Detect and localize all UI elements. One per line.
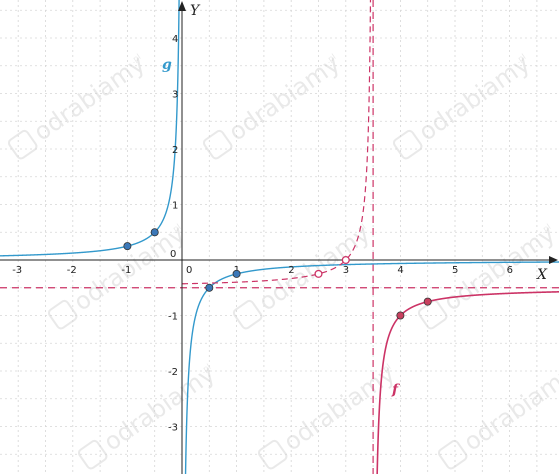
y-tick-label: 3 xyxy=(172,90,178,101)
data-point xyxy=(396,311,405,320)
watermark-logo xyxy=(392,129,423,160)
data-point xyxy=(150,228,159,237)
watermark-logo xyxy=(202,129,233,160)
data-point xyxy=(123,242,132,251)
series-label-g: g xyxy=(162,57,172,73)
watermark: odrabiamy.pl xyxy=(7,50,150,160)
x-tick-label: 2 xyxy=(288,265,294,276)
data-point xyxy=(205,283,214,292)
x-tick-label: -2 xyxy=(67,265,77,276)
watermark: odrabiamy.pl xyxy=(392,50,535,160)
y-tick-label: 4 xyxy=(172,34,178,45)
watermark: odrabiamy.pl xyxy=(437,360,559,470)
watermark-logo xyxy=(232,299,263,330)
watermark: odrabiamy.pl xyxy=(77,360,220,470)
x-tick-label: 6 xyxy=(507,265,513,276)
open-point xyxy=(314,269,323,278)
curve-dashed-translation xyxy=(181,0,372,285)
watermark-logo xyxy=(77,439,108,470)
watermark: odrabiamy.pl xyxy=(202,50,345,160)
watermark-logo xyxy=(7,129,38,160)
open-point xyxy=(341,255,350,265)
watermark-logo xyxy=(47,299,78,330)
y-tick-label: -1 xyxy=(168,312,178,323)
watermark: odrabiamy.pl xyxy=(232,220,375,330)
x-axis-label: X xyxy=(536,267,548,283)
y-tick-label: -2 xyxy=(168,367,178,378)
x-tick-label: 4 xyxy=(397,265,403,276)
watermark-text: odrabiamy xyxy=(224,50,345,147)
series-label-f: f xyxy=(391,382,401,398)
watermark-logo xyxy=(417,299,448,330)
data-point xyxy=(232,269,241,278)
watermark-logo xyxy=(437,439,468,470)
y-axis-arrow xyxy=(178,1,186,11)
curve-blue-right xyxy=(184,261,559,474)
origin-label: 0 xyxy=(170,249,176,260)
x-axis-arrow xyxy=(549,256,558,264)
watermark-text: odrabiamy xyxy=(414,50,535,147)
x-tick-label: 3 xyxy=(343,265,349,276)
y-tick-label: 2 xyxy=(172,145,178,156)
y-tick-label: -3 xyxy=(168,423,178,434)
watermark-text: odrabiamy xyxy=(99,360,220,457)
x-tick-label: -3 xyxy=(12,265,22,276)
x-tick-label: -1 xyxy=(121,265,131,276)
y-axis-label: Y xyxy=(190,3,201,19)
curve-f xyxy=(376,291,559,474)
watermark-text: odrabiamy xyxy=(29,50,150,147)
x-tick-label: 5 xyxy=(452,265,458,276)
curve-names: g f xyxy=(162,57,401,398)
watermarks: odrabiamy.pl odrabiamy.pl odrabiamy.plodra… xyxy=(7,50,559,470)
watermark-logo xyxy=(257,439,288,470)
watermark-text: odrabiamy xyxy=(459,360,559,457)
curve-g xyxy=(0,0,180,257)
x-zero-label: 0 xyxy=(186,265,192,276)
data-point xyxy=(423,297,432,306)
data-points xyxy=(123,228,432,320)
y-tick-label: 1 xyxy=(172,201,178,212)
